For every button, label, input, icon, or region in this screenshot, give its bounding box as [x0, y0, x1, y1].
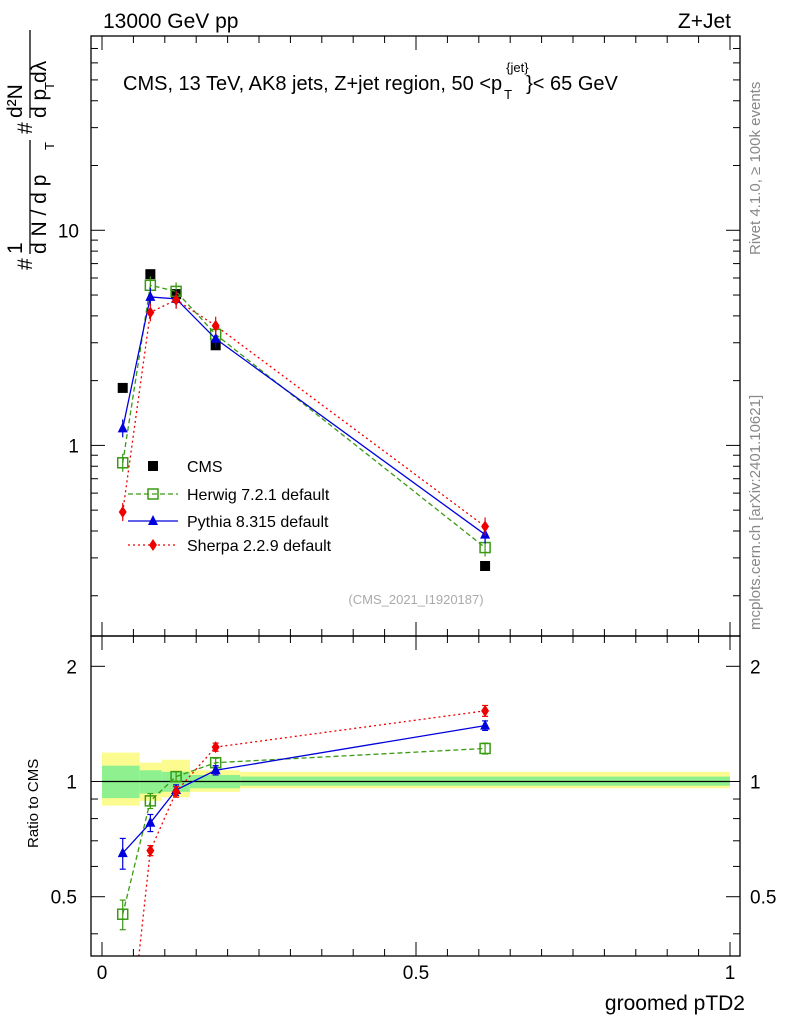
main-data-point	[145, 290, 156, 301]
title-sup: {jet}	[506, 60, 529, 75]
main-data-point	[117, 382, 128, 393]
analysis-watermark: (CMS_2021_I1920187)	[348, 592, 483, 607]
ratio-data-point	[146, 844, 155, 857]
main-ticks: 1 10	[58, 35, 740, 636]
main-data-point	[116, 457, 129, 469]
main-data-point	[481, 520, 490, 533]
ratio-bands	[102, 752, 730, 806]
main-series	[116, 269, 491, 572]
main-ylabel: # 1 d N / d p T # d²N d p dλ T	[4, 30, 57, 270]
main-data-point	[118, 506, 127, 519]
ratio-data-point	[172, 785, 181, 798]
main-data-point	[146, 306, 155, 319]
ratio-ytick-label-right: 1	[750, 773, 761, 794]
ratio-data-point	[116, 908, 129, 920]
legend-label: CMS	[187, 459, 223, 476]
ratio-ylabel: Ratio to CMS	[25, 759, 42, 848]
xlabel: groomed pTD2	[605, 992, 745, 1015]
ratio-ytick-label-left: 2	[66, 657, 77, 678]
main-data-point	[210, 332, 221, 343]
main-ytick-label: 10	[58, 221, 79, 242]
main-data-point	[117, 422, 128, 433]
ratio-data-point	[481, 704, 490, 717]
ylabel-dp-dlambda: d p dλ	[28, 60, 51, 118]
ylabel-sub-t: T	[42, 142, 57, 150]
ratio-ticks: 0.5 0.5 1 1 2 2 0 0.5 1	[51, 636, 776, 984]
main-data-point	[211, 319, 220, 332]
main-title: CMS, 13 TeV, AK8 jets, Z+jet region, 50 …	[123, 60, 619, 102]
ratio-data-point	[479, 742, 491, 755]
ylabel-one: 1	[4, 242, 27, 254]
ylabel-sub-t2: T	[42, 82, 57, 90]
ratio-panel: 0.5 0.5 1 1 2 2 0 0.5 1	[51, 635, 776, 984]
main-data-point	[480, 561, 491, 572]
legend-marker	[148, 461, 158, 471]
ratio-data-point	[145, 816, 156, 827]
xtick-label: 0.5	[403, 963, 429, 984]
legend-label: Pythia 8.315 default	[187, 514, 329, 531]
main-data-point	[145, 269, 156, 280]
ratio-ytick-label-right: 0.5	[750, 888, 776, 909]
title-main: CMS, 13 TeV, AK8 jets, Z+jet region, 50 …	[123, 73, 502, 95]
title-sub: T	[504, 87, 512, 102]
main-ytick-label: 1	[68, 436, 79, 457]
header-right: Z+Jet	[678, 10, 731, 33]
mcplots-label: mcplots.cern.ch [arXiv:2401.10621]	[747, 395, 764, 630]
legend-label: Sherpa 2.2.9 default	[187, 538, 332, 555]
ratio-data-point	[211, 741, 220, 754]
ratio-data-point	[117, 847, 128, 858]
ratio-ytick-label-left: 0.5	[51, 888, 77, 909]
legend-marker	[147, 488, 159, 500]
legend-marker	[148, 515, 158, 525]
ylabel-hash2: #	[14, 122, 37, 134]
ylabel-d2n: d²N	[4, 84, 27, 118]
main-series-line	[122, 284, 486, 549]
title-tail: }< 65 GeV	[526, 73, 618, 95]
legend-marker	[149, 539, 157, 551]
main-panel: 1 10 CMS, 13 TeV, AK8 jets, Z+jet region,…	[58, 35, 741, 637]
xtick-label: 1	[725, 963, 736, 984]
ratio-data-point	[170, 770, 182, 783]
legend: CMS Herwig 7.2.1 default Pythia 8.315 defa…	[128, 459, 332, 555]
xtick-label: 0	[97, 963, 108, 984]
ylabel-hash: #	[14, 258, 37, 270]
rivet-label: Rivet 4.1.0, ≥ 100k events	[747, 82, 764, 255]
ratio-ytick-label-left: 1	[66, 773, 77, 794]
ratio-data-point	[480, 719, 491, 730]
main-data-point	[172, 293, 181, 306]
ylabel-denominator: d N / d p	[28, 175, 51, 254]
header-left: 13000 GeV pp	[103, 10, 238, 33]
ratio-ytick-label-right: 2	[750, 657, 761, 678]
ratio-data-point	[210, 764, 221, 775]
ratio-frame	[90, 635, 741, 957]
legend-label: Herwig 7.2.1 default	[187, 487, 330, 504]
ratio-series	[116, 704, 491, 956]
ratio-data-point	[144, 795, 157, 807]
